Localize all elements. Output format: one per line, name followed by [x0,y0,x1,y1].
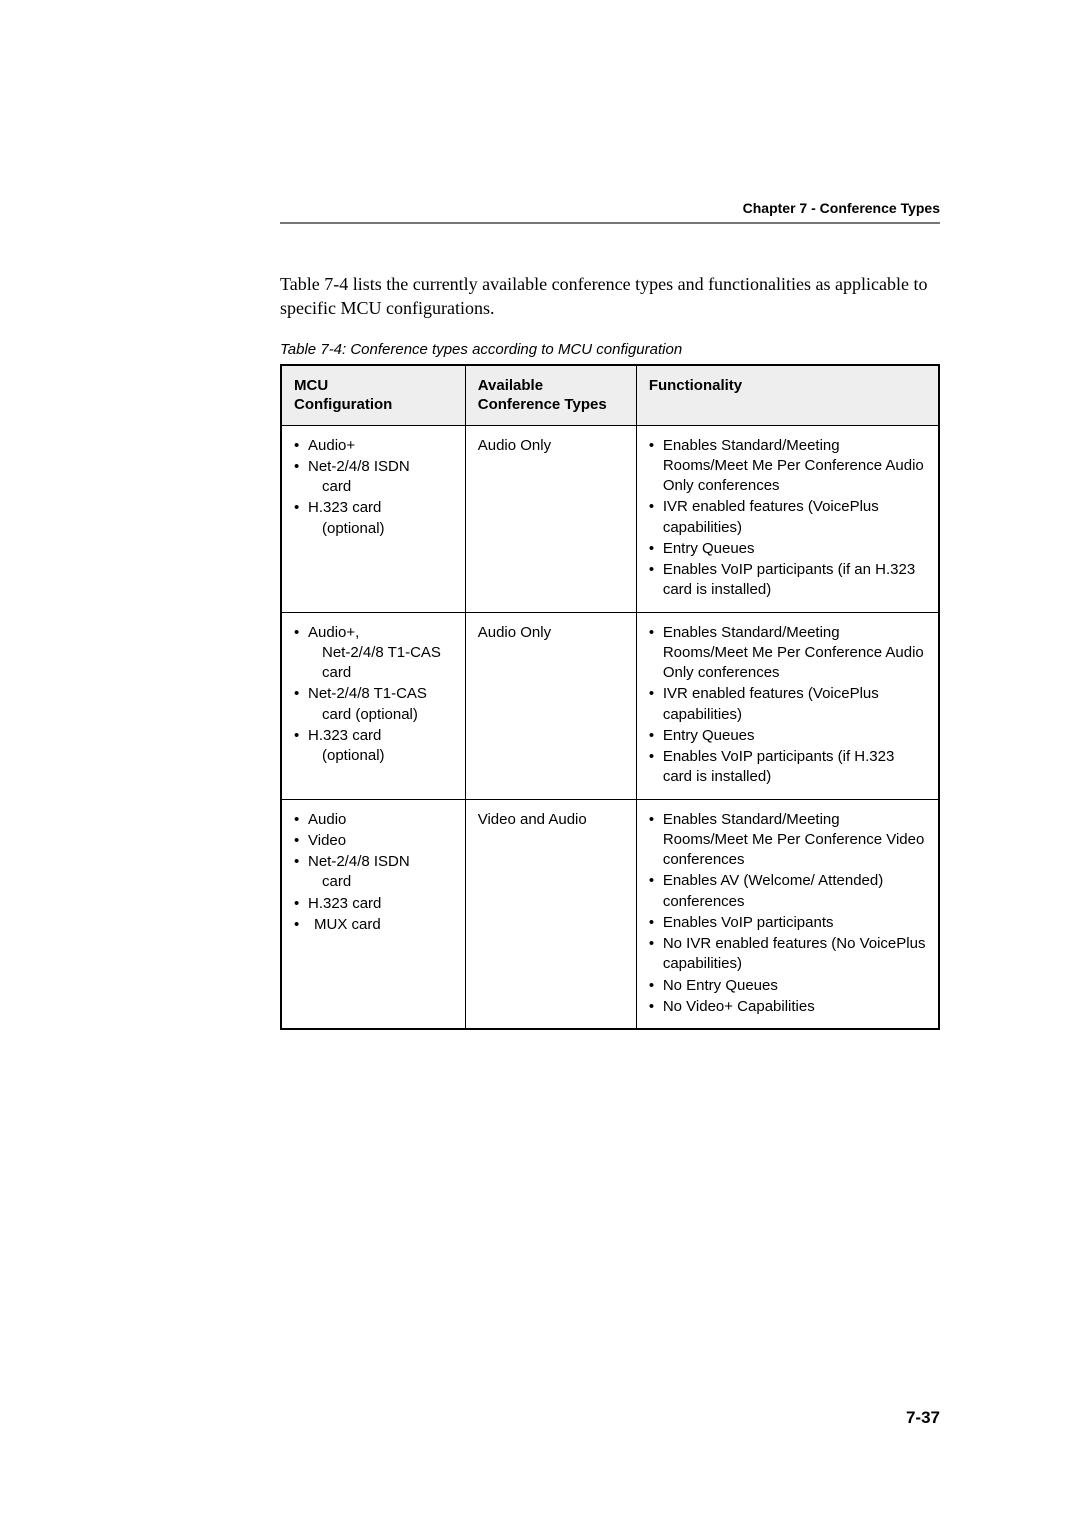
func-list: Enables Standard/Meeting Rooms/Meet Me P… [649,810,926,1018]
list-item: Video [294,831,453,851]
cell-config: Audio+, Net-2/4/8 T1-CAS card Net-2/4/8 … [281,612,465,799]
list-item: Audio+ [294,436,453,456]
item-text: Video [308,832,346,849]
table-row: Audio+, Net-2/4/8 T1-CAS card Net-2/4/8 … [281,612,939,799]
list-item: Enables VoIP participants (if H.323 card… [649,747,926,788]
item-text: H.323 card [308,895,381,912]
item-text: IVR enabled features (VoicePlus capabili… [663,685,879,722]
config-list: Audio+ Net-2/4/8 ISDN card H.323 card (o… [294,436,453,539]
item-text: Enables Standard/Meeting Rooms/Meet Me P… [663,811,925,869]
table-row: Audio+ Net-2/4/8 ISDN card H.323 card (o… [281,425,939,612]
cell-config: Audio Video Net-2/4/8 ISDN card H.323 ca… [281,799,465,1029]
item-text: Entry Queues [663,727,755,744]
list-item: Audio+, Net-2/4/8 T1-CAS card [294,623,453,684]
item-sub: (optional) [308,746,453,766]
item-text: MUX card [314,916,381,933]
table-row: Audio Video Net-2/4/8 ISDN card H.323 ca… [281,799,939,1029]
header-text: Conference Types [478,396,607,413]
item-sub: card [308,663,453,683]
item-text: Entry Queues [663,540,755,557]
list-item: Net-2/4/8 ISDN card [294,852,453,893]
item-sub: (optional) [308,519,453,539]
item-text: Net-2/4/8 T1-CAS [308,685,427,702]
item-text: No IVR enabled features (No VoicePlus ca… [663,935,926,972]
page-container: Chapter 7 - Conference Types Table 7-4 l… [0,0,1080,1528]
item-sub: Net-2/4/8 T1-CAS [308,643,453,663]
item-sub: card [308,872,453,892]
list-item: Enables Standard/Meeting Rooms/Meet Me P… [649,623,926,684]
list-item: Audio [294,810,453,830]
list-item: No Entry Queues [649,976,926,996]
item-sub: card (optional) [308,705,453,725]
item-text: Enables VoIP participants (if H.323 card… [663,748,895,785]
item-text: H.323 card [308,727,381,744]
cell-types: Audio Only [465,612,636,799]
item-text: Enables AV (Welcome/ Attended) conferenc… [663,872,883,909]
item-text: Enables Standard/Meeting Rooms/Meet Me P… [663,437,924,495]
page-number: 7-37 [906,1408,940,1428]
conference-table: MCU Configuration Available Conference T… [280,364,940,1031]
config-list: Audio+, Net-2/4/8 T1-CAS card Net-2/4/8 … [294,623,453,767]
item-text: Net-2/4/8 ISDN [308,853,410,870]
list-item: No IVR enabled features (No VoicePlus ca… [649,934,926,975]
list-item: MUX card [294,915,453,935]
list-item: Enables Standard/Meeting Rooms/Meet Me P… [649,436,926,497]
list-item: Net-2/4/8 ISDN card [294,457,453,498]
list-item: H.323 card (optional) [294,726,453,767]
chapter-header: Chapter 7 - Conference Types [280,200,940,216]
item-text: Enables VoIP participants [663,914,834,931]
item-text: Enables VoIP participants (if an H.323 c… [663,561,915,598]
cell-config: Audio+ Net-2/4/8 ISDN card H.323 card (o… [281,425,465,612]
item-text: No Video+ Capabilities [663,998,815,1015]
list-item: Enables Standard/Meeting Rooms/Meet Me P… [649,810,926,871]
list-item: IVR enabled features (VoicePlus capabili… [649,684,926,725]
intro-paragraph: Table 7-4 lists the currently available … [280,272,940,321]
config-list: Audio Video Net-2/4/8 ISDN card H.323 ca… [294,810,453,936]
header-text: MCU [294,377,328,394]
item-text: IVR enabled features (VoicePlus capabili… [663,498,879,535]
header-text: Functionality [649,377,742,394]
list-item: H.323 card [294,894,453,914]
item-text: Audio+, [308,624,359,641]
table-header-row: MCU Configuration Available Conference T… [281,365,939,426]
func-list: Enables Standard/Meeting Rooms/Meet Me P… [649,623,926,788]
list-item: Entry Queues [649,726,926,746]
list-item: No Video+ Capabilities [649,997,926,1017]
header-rule [280,222,940,224]
item-text: Net-2/4/8 ISDN [308,458,410,475]
item-text: H.323 card [308,499,381,516]
header-mcu-config: MCU Configuration [281,365,465,426]
table-caption: Table 7-4: Conference types according to… [280,341,940,358]
item-text: Enables Standard/Meeting Rooms/Meet Me P… [663,624,924,682]
cell-functionality: Enables Standard/Meeting Rooms/Meet Me P… [636,612,939,799]
header-functionality: Functionality [636,365,939,426]
item-sub: card [308,477,453,497]
list-item: Entry Queues [649,539,926,559]
list-item: Enables AV (Welcome/ Attended) conferenc… [649,871,926,912]
item-text: No Entry Queues [663,977,778,994]
list-item: Enables VoIP participants (if an H.323 c… [649,560,926,601]
list-item: Enables VoIP participants [649,913,926,933]
cell-types: Audio Only [465,425,636,612]
header-text: Available [478,377,543,394]
cell-types: Video and Audio [465,799,636,1029]
item-text: Audio+ [308,437,355,454]
list-item: Net-2/4/8 T1-CAS card (optional) [294,684,453,725]
item-text: Audio [308,811,346,828]
list-item: H.323 card (optional) [294,498,453,539]
header-available-types: Available Conference Types [465,365,636,426]
list-item: IVR enabled features (VoicePlus capabili… [649,497,926,538]
cell-functionality: Enables Standard/Meeting Rooms/Meet Me P… [636,425,939,612]
cell-functionality: Enables Standard/Meeting Rooms/Meet Me P… [636,799,939,1029]
func-list: Enables Standard/Meeting Rooms/Meet Me P… [649,436,926,601]
header-text: Configuration [294,396,392,413]
